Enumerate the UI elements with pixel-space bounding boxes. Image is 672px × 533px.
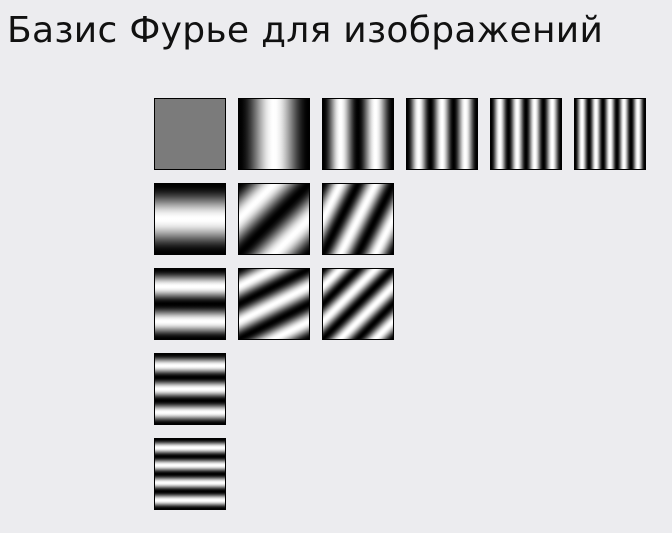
basis-tile	[322, 183, 394, 255]
slide-title: Базис Фурье для изображений	[7, 10, 604, 51]
basis-pattern	[323, 269, 393, 339]
wave-fill	[239, 99, 309, 169]
wave-fill	[323, 269, 393, 339]
basis-tile	[154, 183, 226, 255]
basis-tile	[154, 438, 226, 510]
basis-tile	[406, 98, 478, 170]
basis-tile	[322, 98, 394, 170]
wave-fill	[323, 184, 393, 254]
basis-pattern	[323, 99, 393, 169]
basis-tile	[238, 98, 310, 170]
basis-tile	[322, 268, 394, 340]
basis-tile	[490, 98, 562, 170]
wave-fill	[155, 269, 225, 339]
wave-fill	[155, 439, 225, 509]
basis-pattern	[155, 99, 225, 169]
basis-tile	[238, 268, 310, 340]
wave-fill	[155, 354, 225, 424]
basis-tile	[154, 353, 226, 425]
basis-pattern	[575, 99, 645, 169]
wave-fill	[239, 269, 309, 339]
wave-fill	[491, 99, 561, 169]
wave-fill	[155, 184, 225, 254]
wave-fill	[407, 99, 477, 169]
basis-pattern	[407, 99, 477, 169]
basis-pattern	[239, 269, 309, 339]
basis-pattern	[155, 439, 225, 509]
basis-pattern	[155, 184, 225, 254]
basis-pattern	[323, 184, 393, 254]
wave-fill	[323, 99, 393, 169]
basis-tile	[574, 98, 646, 170]
basis-pattern	[155, 354, 225, 424]
basis-pattern	[491, 99, 561, 169]
wave-fill	[575, 99, 645, 169]
wave-fill	[239, 184, 309, 254]
basis-tile	[238, 183, 310, 255]
basis-pattern	[155, 269, 225, 339]
dc-fill	[155, 99, 225, 169]
basis-tile	[154, 98, 226, 170]
basis-pattern	[239, 184, 309, 254]
basis-pattern	[239, 99, 309, 169]
basis-tile	[154, 268, 226, 340]
